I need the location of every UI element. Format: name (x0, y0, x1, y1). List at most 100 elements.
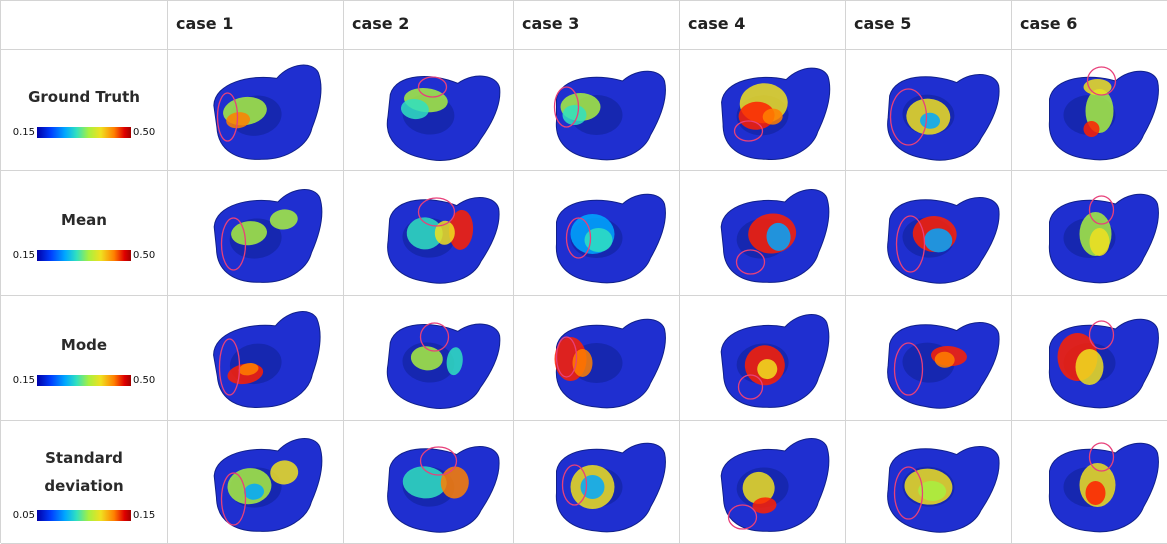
colorbar: 0.15 0.50 (12, 374, 156, 386)
header-empty (1, 1, 168, 50)
colorbar-max: 0.50 (133, 126, 156, 138)
header-case-6: case 6 (1012, 1, 1167, 50)
heart-mesh-image (887, 74, 1000, 161)
row-title: Standard deviation (44, 448, 124, 495)
heart-mesh-image (887, 446, 1000, 533)
heart-mesh-image (887, 197, 1000, 284)
mesh-render (1012, 171, 1167, 296)
highlight-circle (220, 217, 247, 271)
mesh-render (168, 171, 344, 296)
heart-mesh-image (213, 64, 322, 160)
mesh-render (514, 296, 680, 421)
mesh-render (846, 421, 1012, 544)
heart-mesh-image (555, 442, 666, 533)
highlight-circle (555, 336, 578, 378)
mesh-render (1012, 296, 1167, 421)
mesh-render (680, 296, 846, 421)
colorbar-gradient (37, 126, 131, 138)
highlight-circle (218, 338, 241, 396)
mesh-render (1012, 50, 1167, 171)
mesh-render (846, 50, 1012, 171)
heart-mesh-image (720, 438, 830, 532)
heart-mesh-image (1048, 318, 1159, 409)
row-label-mean: Mean 0.15 0.50 (1, 171, 168, 296)
mesh-render (344, 171, 514, 296)
colorbar-min: 0.15 (12, 374, 35, 386)
row-title: Mode (60, 335, 108, 354)
heart-mesh-image (387, 446, 500, 533)
row-label-standard-deviation: Standard deviation 0.05 0.15 (1, 421, 168, 544)
heart-mesh-image (213, 438, 323, 532)
highlight-circle (889, 88, 928, 146)
row-title: Ground Truth (28, 87, 140, 106)
row-label-mode: Mode 0.15 0.50 (1, 296, 168, 421)
mesh-render (680, 421, 846, 544)
heart-mesh-image (213, 189, 323, 283)
mesh-render (846, 296, 1012, 421)
highlight-circle (419, 446, 458, 476)
mesh-render (168, 50, 344, 171)
highlight-circle (565, 217, 592, 259)
mesh-render (514, 421, 680, 544)
highlight-circle (737, 374, 764, 400)
colorbar: 0.15 0.50 (12, 126, 156, 138)
highlight-circle (1088, 442, 1115, 472)
colorbar-min: 0.15 (12, 249, 35, 261)
heart-mesh-image (213, 311, 321, 409)
colorbar: 0.05 0.15 (12, 509, 156, 521)
colorbar-max: 0.15 (133, 509, 156, 521)
colorbar-min: 0.05 (12, 509, 35, 521)
header-case-2: case 2 (344, 1, 514, 50)
mesh-render (168, 421, 344, 544)
mesh-render (680, 171, 846, 296)
row-title: Mean (61, 210, 107, 229)
highlight-circle (1088, 320, 1115, 350)
heart-mesh-image (720, 189, 830, 283)
heart-mesh-image (721, 67, 831, 160)
mesh-render (680, 50, 846, 171)
header-case-4: case 4 (680, 1, 846, 50)
row-label-ground-truth: Ground Truth 0.15 0.50 (1, 50, 168, 171)
mesh-render (846, 171, 1012, 296)
heart-mesh-image (1048, 442, 1159, 533)
mesh-render (514, 50, 680, 171)
mesh-render (514, 171, 680, 296)
heart-mesh-image (554, 318, 666, 409)
header-case-5: case 5 (846, 1, 1012, 50)
highlight-circle (553, 86, 580, 128)
heart-mesh-image (1048, 66, 1159, 161)
colorbar: 0.15 0.50 (12, 249, 156, 261)
heart-mesh-image (887, 322, 1000, 409)
colorbar-gradient (37, 509, 131, 521)
highlight-circle (895, 215, 926, 273)
header-case-1: case 1 (168, 1, 344, 50)
heart-mesh-image (1048, 193, 1159, 284)
highlight-circle (1088, 195, 1115, 225)
header-case-3: case 3 (514, 1, 680, 50)
mesh-render (344, 421, 514, 544)
highlight-circle (419, 322, 450, 352)
heart-mesh-image (386, 75, 501, 161)
highlight-circle (1086, 66, 1117, 96)
highlight-circle (893, 466, 924, 520)
highlight-circle (735, 249, 766, 275)
mesh-render (1012, 421, 1167, 544)
colorbar-max: 0.50 (133, 249, 156, 261)
colorbar-min: 0.15 (12, 126, 35, 138)
heart-mesh-image (386, 322, 501, 409)
highlight-circle (727, 504, 758, 530)
mesh-render (344, 50, 514, 171)
colorbar-max: 0.50 (133, 374, 156, 386)
highlight-circle (893, 342, 924, 396)
colorbar-gradient (37, 249, 131, 261)
heart-mesh-image (555, 193, 666, 284)
heart-mesh-image (387, 197, 500, 284)
mesh-render (168, 296, 344, 421)
heart-mesh-image (720, 314, 830, 408)
mesh-render (344, 296, 514, 421)
highlight-circle (561, 464, 588, 506)
highlight-circle (216, 92, 239, 142)
highlight-circle (417, 197, 456, 227)
heart-mesh-image (553, 70, 666, 161)
